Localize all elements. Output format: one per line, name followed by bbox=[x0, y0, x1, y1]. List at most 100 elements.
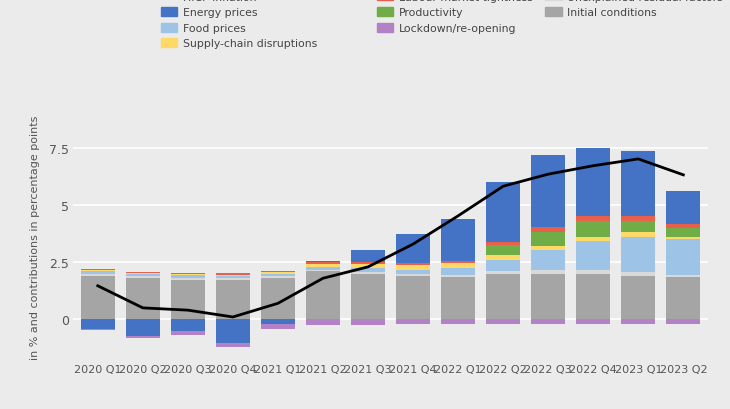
Bar bbox=[531, 247, 565, 251]
Bar bbox=[261, 277, 295, 279]
Bar bbox=[441, 278, 475, 319]
Bar bbox=[486, 274, 520, 319]
Bar bbox=[306, 267, 340, 270]
Bar bbox=[531, 232, 565, 247]
Bar bbox=[486, 243, 520, 245]
Bar bbox=[216, 319, 250, 343]
Bar bbox=[351, 274, 385, 319]
Bar bbox=[486, 182, 520, 243]
Bar bbox=[126, 279, 160, 319]
Bar bbox=[396, 270, 430, 274]
Bar bbox=[666, 275, 700, 278]
Bar bbox=[81, 270, 115, 271]
Bar bbox=[81, 274, 115, 276]
Bar bbox=[306, 263, 340, 265]
Bar bbox=[441, 263, 475, 269]
Legend: Labour market tightness, Productivity, Lockdown/re-opening, Unexplained residual: Labour market tightness, Productivity, L… bbox=[377, 0, 723, 34]
Bar bbox=[261, 279, 295, 319]
Bar bbox=[126, 336, 160, 338]
Bar bbox=[216, 275, 250, 276]
Bar bbox=[126, 274, 160, 277]
Bar bbox=[577, 274, 610, 319]
Bar bbox=[351, 272, 385, 274]
Bar bbox=[577, 238, 610, 242]
Bar bbox=[666, 278, 700, 319]
Bar bbox=[577, 270, 610, 274]
Bar bbox=[441, 275, 475, 278]
Bar bbox=[531, 270, 565, 274]
Bar bbox=[171, 275, 204, 278]
Bar bbox=[531, 274, 565, 319]
Bar bbox=[126, 319, 160, 336]
Bar bbox=[577, 149, 610, 216]
Bar bbox=[531, 251, 565, 270]
Bar bbox=[396, 274, 430, 276]
Bar bbox=[531, 228, 565, 232]
Bar bbox=[216, 274, 250, 275]
Bar bbox=[577, 221, 610, 238]
Bar bbox=[261, 319, 295, 325]
Bar bbox=[81, 276, 115, 319]
Bar bbox=[666, 240, 700, 275]
Bar bbox=[621, 276, 656, 319]
Bar bbox=[171, 332, 204, 335]
Bar bbox=[621, 233, 656, 237]
Bar bbox=[577, 216, 610, 221]
Bar bbox=[261, 325, 295, 329]
Bar bbox=[81, 329, 115, 330]
Bar bbox=[306, 265, 340, 267]
Bar bbox=[666, 319, 700, 324]
Bar bbox=[261, 274, 295, 277]
Bar bbox=[171, 273, 204, 275]
Bar bbox=[351, 250, 385, 263]
Bar bbox=[171, 280, 204, 319]
Bar bbox=[531, 319, 565, 324]
Bar bbox=[621, 221, 656, 233]
Bar bbox=[306, 319, 340, 326]
Bar bbox=[396, 319, 430, 324]
Bar bbox=[351, 319, 385, 326]
Bar bbox=[577, 242, 610, 270]
Bar bbox=[171, 278, 204, 280]
Bar bbox=[531, 155, 565, 228]
Bar bbox=[81, 271, 115, 274]
Bar bbox=[666, 224, 700, 228]
Bar bbox=[306, 261, 340, 263]
Bar bbox=[396, 234, 430, 263]
Bar bbox=[261, 273, 295, 274]
Bar bbox=[486, 271, 520, 274]
Bar bbox=[216, 276, 250, 278]
Bar bbox=[441, 269, 475, 275]
Bar bbox=[261, 272, 295, 273]
Bar bbox=[621, 319, 656, 324]
Bar bbox=[126, 277, 160, 279]
Bar bbox=[621, 237, 656, 272]
Bar bbox=[486, 245, 520, 255]
Bar bbox=[216, 280, 250, 319]
Bar bbox=[666, 191, 700, 224]
Bar bbox=[486, 260, 520, 271]
Bar bbox=[486, 319, 520, 324]
Bar bbox=[126, 272, 160, 273]
Bar bbox=[666, 228, 700, 237]
Bar bbox=[396, 263, 430, 265]
Bar bbox=[441, 219, 475, 261]
Bar bbox=[396, 265, 430, 270]
Bar bbox=[441, 261, 475, 263]
Bar bbox=[81, 319, 115, 329]
Bar bbox=[216, 278, 250, 280]
Bar bbox=[351, 263, 385, 265]
Bar bbox=[621, 272, 656, 276]
Bar bbox=[306, 272, 340, 319]
Bar bbox=[306, 270, 340, 272]
Bar bbox=[666, 237, 700, 240]
Bar bbox=[486, 255, 520, 260]
Bar bbox=[621, 216, 656, 221]
Bar bbox=[621, 151, 656, 216]
Bar bbox=[396, 276, 430, 319]
Bar bbox=[441, 319, 475, 324]
Bar bbox=[577, 319, 610, 324]
Bar bbox=[351, 265, 385, 269]
Y-axis label: in % and contributions in percentage points: in % and contributions in percentage poi… bbox=[31, 115, 40, 359]
Bar bbox=[126, 273, 160, 274]
